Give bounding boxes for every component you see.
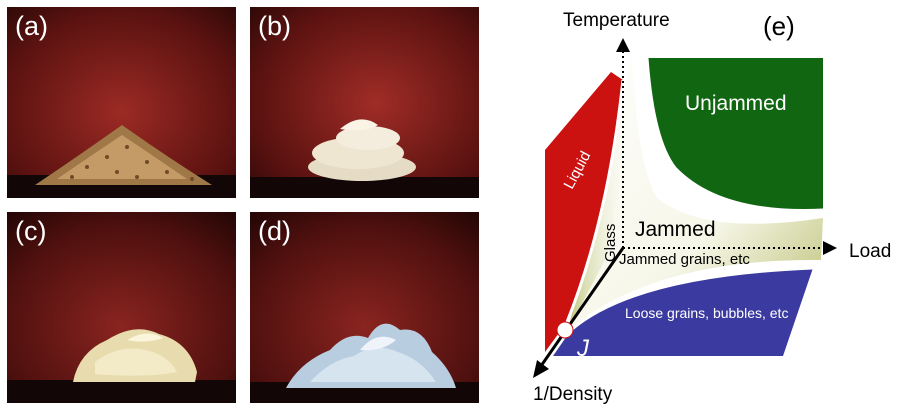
panel-label-b: (b) [258,11,291,42]
jamming-phase-diagram: J (e) Temperature Load 1/Density Unjamme… [505,0,897,410]
photo-d-shaving-foam: (d) [250,212,479,403]
unjammed-region [647,58,823,210]
panel-label-a: (a) [15,11,48,42]
point-j-marker [557,322,573,338]
diagram-label-e: (e) [763,11,795,41]
panel-label-c: (c) [15,216,46,247]
photo-a-grains: (a) [7,7,236,198]
temperature-arrowhead [616,38,630,52]
jammed-grains-label: Jammed grains, etc [619,251,750,268]
load-arrowhead [823,241,837,255]
point-j-label: J [576,335,590,362]
density-axis-label: 1/Density [533,384,613,405]
loose-grains-label: Loose grains, bubbles, etc [625,305,788,321]
unjammed-label: Unjammed [685,92,787,115]
glass-label: Glass [602,224,619,262]
jammed-label: Jammed [635,218,716,241]
panel-label-d: (d) [258,216,291,247]
photo-b-foam: (b) [250,7,479,198]
density-arrowhead [533,360,549,378]
load-axis-label: Load [849,241,891,262]
photo-c-mayonnaise: (c) [7,212,236,403]
temperature-axis-label: Temperature [563,10,670,31]
